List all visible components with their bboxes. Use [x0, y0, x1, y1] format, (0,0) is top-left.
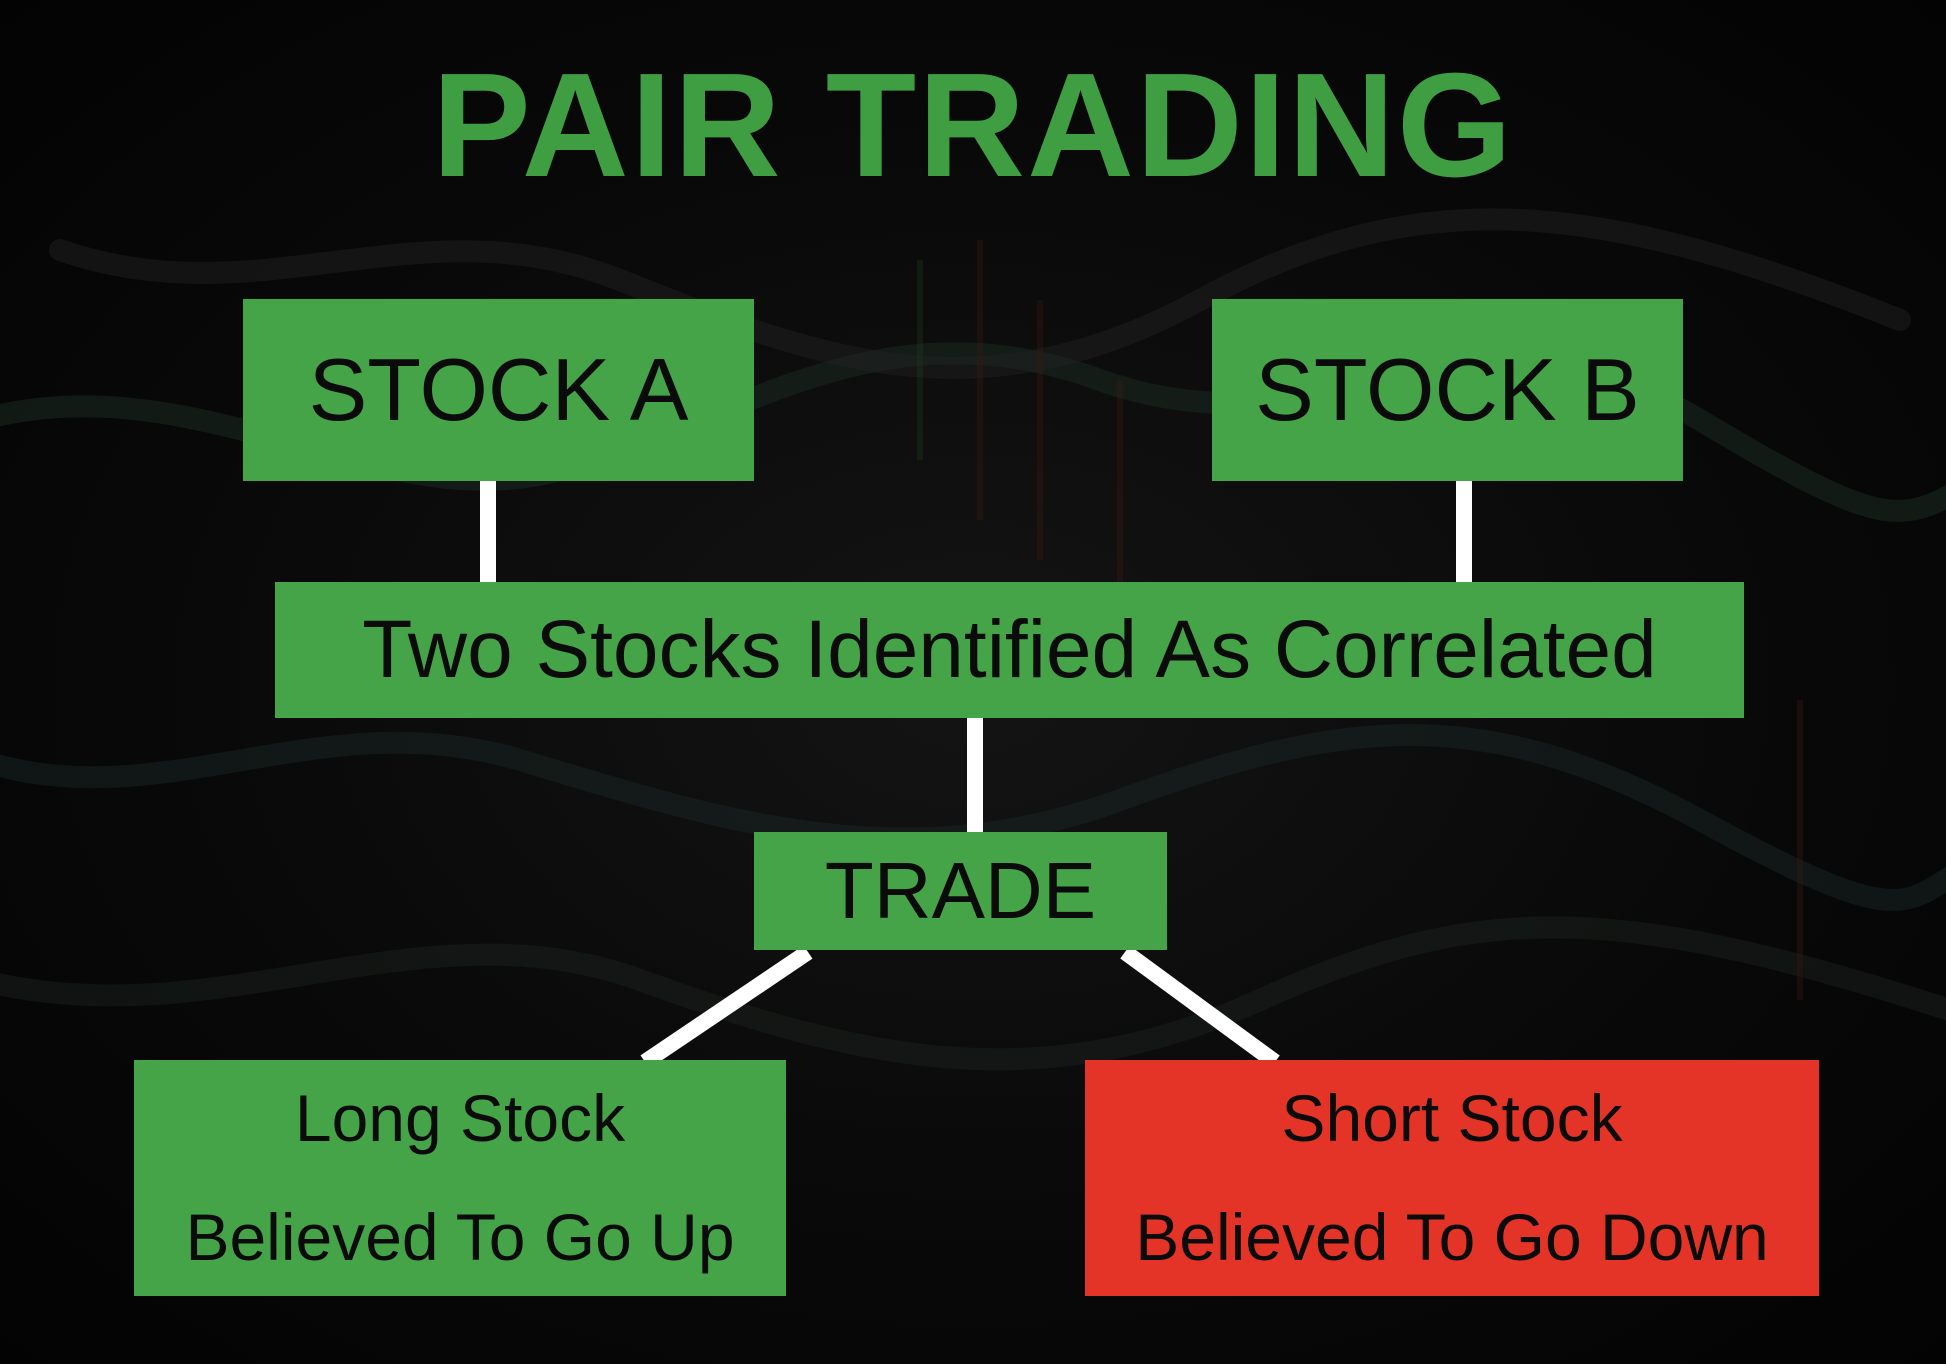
stock-b-box: STOCK B — [1212, 299, 1683, 481]
short-stock-label: Short Stock — [1281, 1081, 1623, 1156]
short-stock-description: Believed To Go Down — [1135, 1200, 1769, 1274]
connector-trade-short — [1120, 945, 1280, 1069]
long-stock-box: Long Stock Believed To Go Up — [134, 1060, 786, 1296]
stock-a-label: STOCK A — [308, 340, 689, 439]
correlated-box: Two Stocks Identified As Correlated — [275, 582, 1744, 718]
correlated-label: Two Stocks Identified As Correlated — [362, 604, 1657, 695]
connector-trade-long — [640, 945, 813, 1069]
stock-b-label: STOCK B — [1255, 340, 1640, 439]
short-stock-box: Short Stock Believed To Go Down — [1085, 1060, 1819, 1296]
page-title: PAIR TRADING — [432, 43, 1514, 208]
trade-label: TRADE — [824, 846, 1097, 935]
stock-a-box: STOCK A — [243, 299, 754, 481]
trade-box: TRADE — [754, 832, 1167, 950]
long-stock-label: Long Stock — [294, 1081, 626, 1156]
long-stock-description: Believed To Go Up — [185, 1200, 735, 1274]
